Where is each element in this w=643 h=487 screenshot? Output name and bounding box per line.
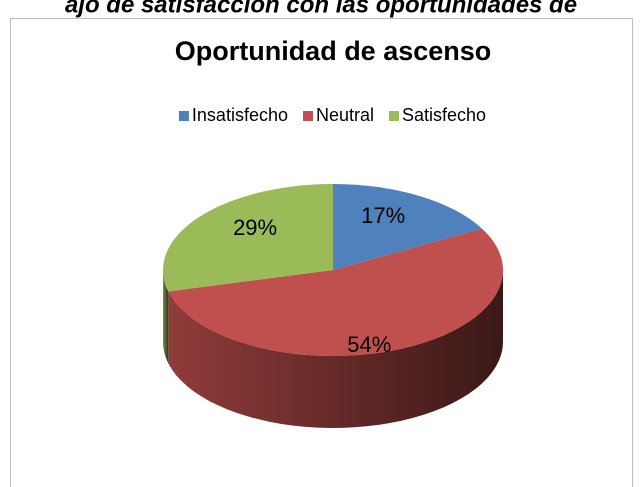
legend-label: Neutral [316, 105, 374, 125]
slice [333, 184, 482, 270]
slice [168, 228, 503, 356]
chart-title: Oportunidad de ascenso [175, 36, 492, 66]
data-label: 29% [233, 215, 277, 240]
legend-swatch [178, 111, 189, 121]
legend-label: Insatisfecho [192, 105, 288, 125]
slice-side [168, 270, 504, 428]
data-label: 54% [347, 332, 391, 357]
legend-swatch [302, 111, 313, 121]
legend-label: Satisfecho [402, 105, 486, 125]
legend-swatch [389, 111, 400, 121]
slice-side [163, 270, 169, 364]
cropped-heading: ajo de satisfacción con las oportunidade… [65, 0, 577, 18]
data-label: 17% [361, 203, 405, 228]
slice [162, 184, 333, 292]
